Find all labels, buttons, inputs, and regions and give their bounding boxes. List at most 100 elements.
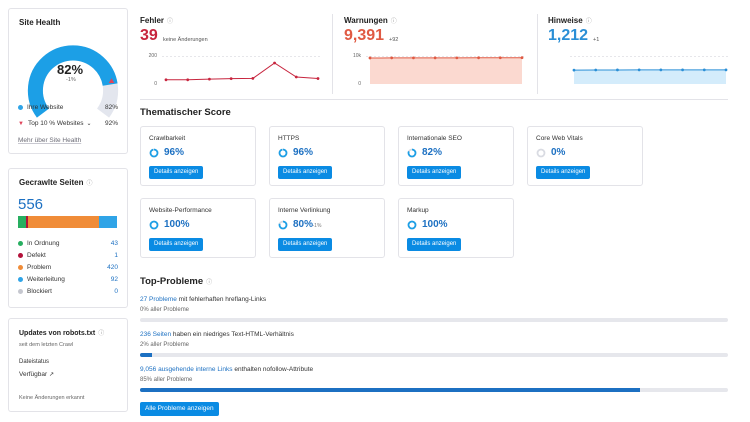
crawled-status-row[interactable]: Problem 420 [18, 264, 118, 271]
bar-broken [25, 216, 28, 228]
score-card-value[interactable]: 96% [293, 147, 314, 158]
score-card-name: Crawlbarkeit [149, 135, 186, 142]
score-card-name: Internationale SEO [407, 135, 462, 142]
problem-text: 27 Probleme mit fehlerhaften hreflang-Li… [140, 296, 266, 303]
score-card-value[interactable]: 80% [293, 219, 314, 230]
metric-point [229, 77, 233, 81]
status-dot-icon [18, 289, 23, 294]
info-icon: ⓘ [390, 19, 397, 25]
crawled-status-label[interactable]: In Ordnung [27, 240, 60, 247]
axis-top-label: 10k [352, 53, 361, 59]
problem-share: 0% aller Probleme [140, 307, 190, 313]
score-card: Website-Performance 100% Details anzeigen [140, 198, 256, 258]
metric-value[interactable]: 9,391 [344, 27, 385, 44]
crawled-status-value[interactable]: 420 [107, 264, 118, 271]
problem-share: 2% aller Probleme [140, 342, 190, 348]
score-card-value[interactable]: 0% [551, 147, 566, 158]
details-button[interactable]: Details anzeigen [278, 166, 333, 179]
details-button[interactable]: Details anzeigen [278, 238, 333, 251]
status-dot-icon [18, 241, 23, 246]
details-button[interactable]: Details anzeigen [407, 238, 462, 251]
problem-bar-fill [140, 353, 152, 357]
score-card-value[interactable]: 96% [164, 147, 185, 158]
problem-bar [140, 388, 728, 392]
metric-point [477, 56, 480, 60]
problem-text: 9,056 ausgehende interne Links enthalten… [140, 366, 313, 373]
score-ring-icon [407, 220, 417, 230]
metric-point [316, 77, 320, 80]
problem-link[interactable]: 9,056 ausgehende interne Links [140, 366, 233, 373]
metric-point [368, 56, 372, 60]
crawled-status-value[interactable]: 0 [114, 288, 118, 295]
robots-footer: Keine Änderungen erkannt [19, 395, 85, 401]
metric-point [251, 77, 255, 80]
crawled-status-row[interactable]: Defekt 1 [18, 252, 118, 259]
crawled-status-row[interactable]: Weiterleitung 92 [18, 276, 118, 283]
score-card-delta: -1% [312, 223, 322, 229]
metric-area [370, 57, 522, 84]
crawled-status-value[interactable]: 1 [114, 252, 118, 259]
score-ring-icon [536, 148, 546, 158]
problem-bar-fill [140, 388, 640, 392]
robots-status-value[interactable]: Verfügbar ↗ [19, 371, 55, 378]
bar-ok [18, 216, 26, 228]
details-button[interactable]: Details anzeigen [536, 166, 591, 179]
crawled-status-label[interactable]: Weiterleitung [27, 276, 65, 283]
crawled-status-value[interactable]: 92 [110, 276, 118, 283]
blue-dot-icon [18, 105, 23, 110]
score-card-value[interactable]: 82% [422, 147, 443, 158]
problem-link[interactable]: 236 Seiten [140, 331, 172, 338]
score-ring-icon [149, 220, 159, 230]
crawled-status-row[interactable]: In Ordnung 43 [18, 240, 118, 247]
crawled-status-row[interactable]: Blockiert 0 [18, 288, 118, 295]
site-health-gauge [27, 45, 119, 118]
crawled-status-label[interactable]: Problem [27, 264, 52, 271]
score-card: Internationale SEO 82% Details anzeigen [398, 126, 514, 186]
score-card-value[interactable]: 100% [422, 219, 448, 230]
bar-problem [27, 216, 100, 228]
legend-top10-label[interactable]: Top 10 % Websites [27, 120, 84, 127]
info-icon: ⓘ [167, 19, 174, 25]
chevron-down-icon[interactable]: ⌄ [86, 121, 92, 127]
problem-text: 236 Seiten haben ein niedriges Text-HTML… [140, 331, 294, 338]
legend-your-site: Ihre Website 82% [18, 104, 118, 111]
metric-point [273, 61, 276, 65]
metric-line [166, 62, 319, 81]
metric-point [412, 56, 415, 60]
metric-point [455, 56, 459, 60]
score-card: Markup 100% Details anzeigen [398, 198, 514, 258]
details-button[interactable]: Details anzeigen [407, 166, 462, 179]
metric-point [616, 68, 619, 72]
bar-redirect [99, 216, 117, 228]
site-health-more-link[interactable]: Mehr über Site Health [18, 137, 82, 144]
metric-value[interactable]: 1,212 [548, 27, 589, 44]
metric-point [681, 68, 684, 72]
metric-point [164, 78, 168, 82]
legend-your-site-label: Ihre Website [27, 104, 64, 111]
info-icon: ⓘ [98, 331, 105, 337]
score-card-value[interactable]: 100% [164, 219, 190, 230]
crawled-status-label[interactable]: Defekt [27, 252, 46, 259]
score-card-name: Core Web Vitals [536, 135, 583, 142]
score-card: HTTPS 96% Details anzeigen [269, 126, 385, 186]
axis-bottom-label: 0 [154, 81, 157, 87]
axis-bottom-label: 0 [358, 81, 361, 87]
problem-link[interactable]: 27 Probleme [140, 296, 177, 303]
details-button[interactable]: Details anzeigen [149, 238, 204, 251]
all-problems-button[interactable]: Alle Probleme anzeigen [140, 402, 219, 416]
metric-label: Fehler ⓘ [140, 16, 174, 25]
metric-point [186, 78, 190, 82]
crawled-status-value[interactable]: 43 [110, 240, 118, 247]
score-ring-icon [278, 148, 288, 158]
score-ring-icon [407, 148, 417, 158]
legend-top10[interactable]: ▼ Top 10 % Websites ⌄ 92% [18, 120, 118, 127]
score-card-name: Markup [407, 207, 429, 214]
details-button[interactable]: Details anzeigen [149, 166, 204, 179]
metric-value[interactable]: 39 [140, 27, 158, 44]
score-card: Crawlbarkeit 96% Details anzeigen [140, 126, 256, 186]
crawled-status-label[interactable]: Blockiert [27, 288, 52, 295]
status-dot-icon [18, 265, 23, 270]
top10-marker-icon [108, 78, 115, 83]
metric-delta: +92 [389, 37, 399, 43]
metric-point [572, 68, 576, 72]
